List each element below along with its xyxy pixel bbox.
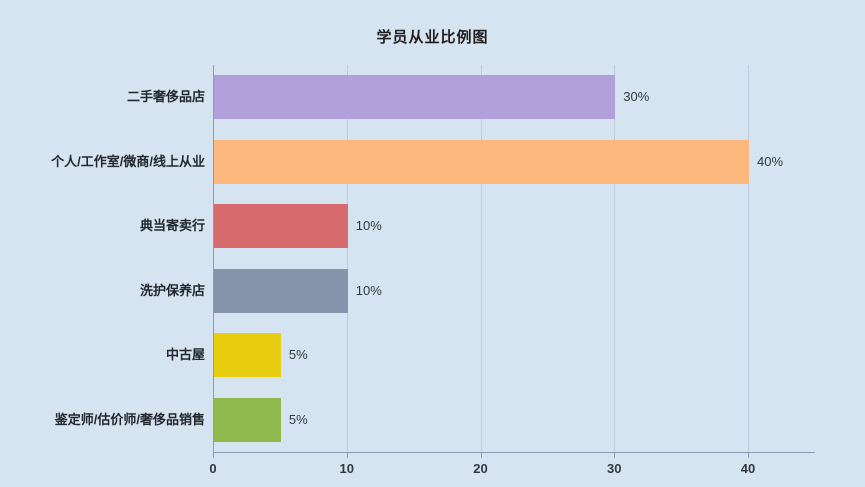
chart-title: 学员从业比例图 <box>376 29 489 46</box>
x-axis-tick-label: 30 <box>607 461 622 476</box>
category-label: 洗护保养店 <box>139 282 205 298</box>
bar <box>214 333 281 378</box>
gridline <box>748 65 749 452</box>
x-axis-tick-label: 10 <box>339 461 354 476</box>
x-axis-tick <box>213 452 214 458</box>
category-label: 中古屋 <box>165 347 205 363</box>
x-axis-tick <box>748 452 749 458</box>
value-label: 30% <box>623 89 650 105</box>
x-axis-tick-label: 20 <box>473 461 488 476</box>
category-label: 典当寄卖行 <box>139 218 205 234</box>
bar <box>214 268 348 313</box>
x-axis-tick <box>480 452 482 458</box>
value-label: 5% <box>288 411 308 427</box>
bar <box>214 139 749 184</box>
bar <box>214 397 281 442</box>
gridline <box>346 65 348 452</box>
x-axis-tick-label: 0 <box>209 461 217 476</box>
bar <box>214 204 348 249</box>
gridline <box>614 65 616 452</box>
x-axis-line <box>213 452 815 453</box>
value-label: 5% <box>288 347 308 363</box>
x-axis-tick-label: 40 <box>740 461 756 476</box>
value-label: 10% <box>355 218 382 234</box>
x-axis-tick <box>614 452 616 458</box>
gridline <box>480 65 482 452</box>
category-label: 个人/工作室/微商/线上从业 <box>51 153 205 169</box>
value-label: 40% <box>757 153 784 169</box>
bar <box>214 75 616 120</box>
value-label: 10% <box>355 282 382 298</box>
x-axis-tick <box>346 452 348 458</box>
y-axis-line <box>213 65 214 452</box>
category-label: 鉴定师/估价师/奢侈品销售 <box>54 411 205 427</box>
category-label: 二手奢侈品店 <box>126 89 205 105</box>
